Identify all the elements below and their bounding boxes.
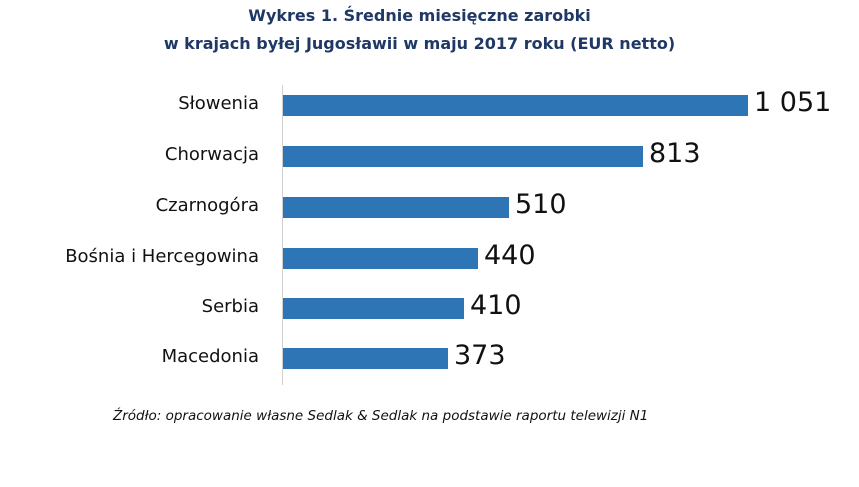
bar-row: Serbia 410 bbox=[0, 290, 859, 321]
bar bbox=[283, 197, 509, 218]
category-label: Słowenia bbox=[178, 93, 259, 114]
value-label: 410 bbox=[470, 290, 522, 321]
category-label: Czarnogóra bbox=[155, 195, 259, 216]
value-label: 510 bbox=[515, 189, 567, 220]
category-axis-line bbox=[282, 85, 283, 385]
bar bbox=[283, 146, 643, 167]
value-label: 373 bbox=[454, 340, 506, 371]
bar-row: Czarnogóra 510 bbox=[0, 189, 859, 220]
source-note: Źródło: opracowanie własne Sedlak & Sedl… bbox=[113, 408, 649, 424]
value-label: 440 bbox=[484, 240, 536, 271]
category-label: Macedonia bbox=[161, 346, 259, 367]
bar-row: Macedonia 373 bbox=[0, 340, 859, 371]
bar-row: Bośnia i Hercegowina 440 bbox=[0, 240, 859, 271]
bar-row: Słowenia 1 051 bbox=[0, 87, 859, 118]
value-label: 1 051 bbox=[754, 87, 832, 118]
category-label: Chorwacja bbox=[164, 144, 259, 165]
bar bbox=[283, 248, 478, 269]
chart-title-line1: Wykres 1. Średnie miesięczne zarobki bbox=[248, 6, 591, 25]
bar bbox=[283, 348, 448, 369]
value-label: 813 bbox=[649, 138, 701, 169]
bar-row: Chorwacja 813 bbox=[0, 138, 859, 169]
chart-title-line2: w krajach byłej Jugosławii w maju 2017 r… bbox=[163, 34, 676, 53]
bar bbox=[283, 298, 464, 319]
category-label: Bośnia i Hercegowina bbox=[65, 246, 259, 267]
category-label: Serbia bbox=[201, 296, 259, 317]
bar bbox=[283, 95, 748, 116]
